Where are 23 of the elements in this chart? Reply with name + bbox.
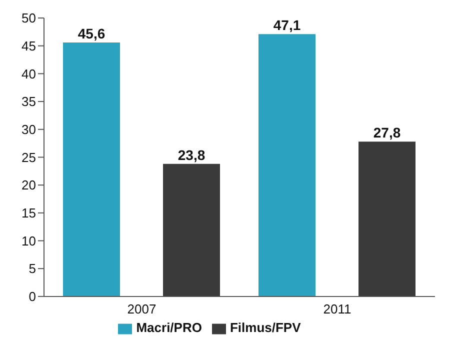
bar [163,164,220,296]
bar [258,34,316,296]
y-tick-label: 20 [22,178,36,193]
y-tick-label: 35 [22,94,36,110]
data-label: 23,8 [178,146,206,163]
y-tick-label: 50 [22,10,36,26]
y-tick-label: 45 [22,38,36,54]
legend-label: Macri/PRO [136,320,202,336]
y-tick-label: 40 [22,66,36,82]
y-tick-label: 15 [22,206,36,221]
y-tick-label: 0 [28,289,36,304]
bar [358,142,416,296]
data-label: 47,1 [273,17,301,34]
y-tick-label: 5 [28,261,36,276]
x-tick-label: 2007 [127,302,156,317]
y-tick-label: 10 [22,233,36,248]
y-tick-label: 30 [22,122,36,137]
x-tick-label: 2011 [323,302,352,317]
bar [63,42,120,296]
data-label: 45,6 [78,26,106,42]
legend-label: Filmus/FPV [230,320,301,336]
y-tick-label: 25 [22,150,36,165]
data-label: 27,8 [373,124,401,141]
